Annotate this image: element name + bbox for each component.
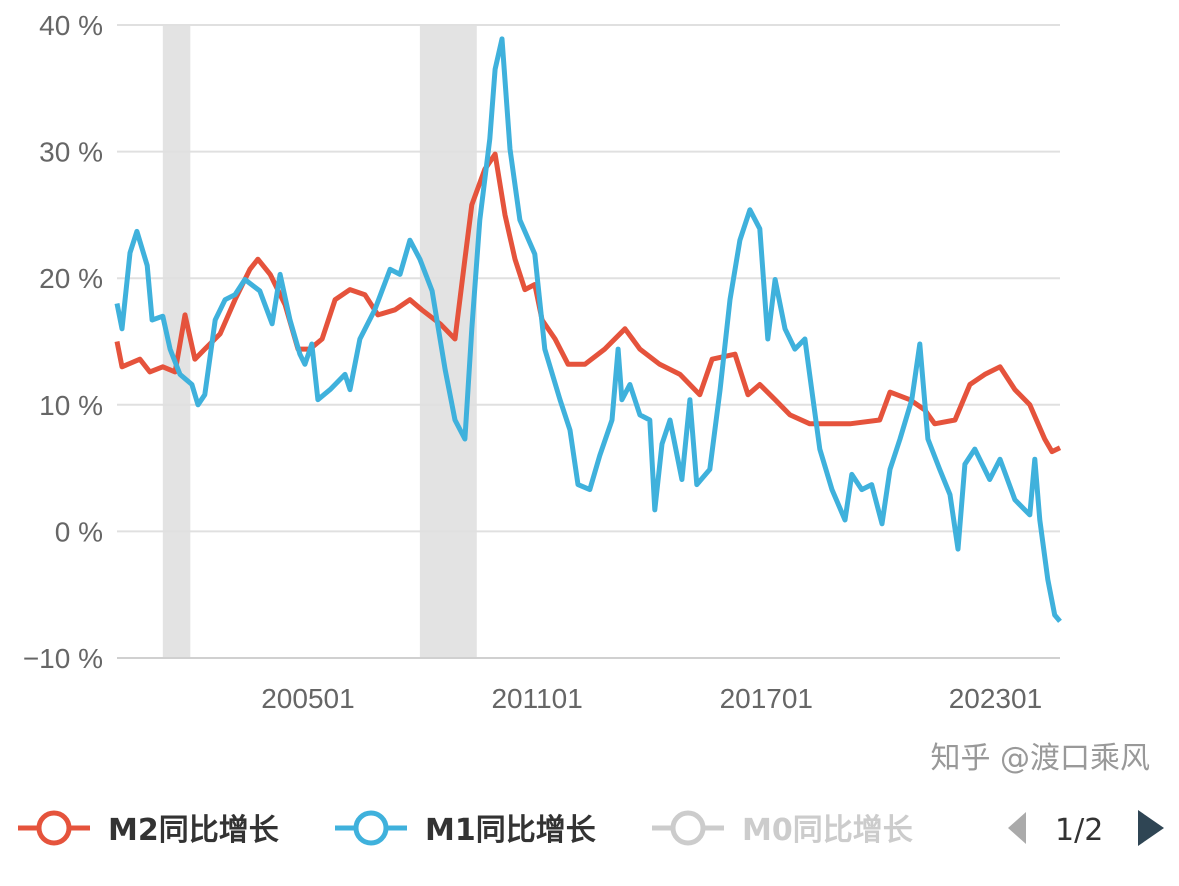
- y-tick-label: 10 %: [39, 390, 103, 421]
- y-tick-label: 20 %: [39, 263, 103, 294]
- x-tick-label: 201101: [491, 683, 582, 714]
- legend: M2同比增长 M1同比增长 M0同比增长: [18, 810, 913, 848]
- x-tick-label: 201701: [720, 683, 813, 714]
- legend-label: M0同比增长: [742, 813, 913, 848]
- legend-item[interactable]: M1同比增长: [335, 810, 596, 848]
- y-axis-ticks: −10 % 0 % 10 % 20 % 30 % 40 %: [23, 10, 103, 674]
- legend-item[interactable]: M2同比增长: [18, 810, 279, 848]
- legend-item[interactable]: M0同比增长: [652, 810, 913, 848]
- x-tick-label: 202301: [949, 683, 1042, 714]
- prev-page-arrow-icon[interactable]: [1008, 812, 1026, 844]
- y-tick-label: 0 %: [55, 516, 103, 547]
- x-axis-ticks: 200501 201101 201701 202301: [261, 683, 1042, 714]
- legend-circle-icon: [670, 810, 706, 846]
- legend-label: M2同比增长: [108, 813, 279, 848]
- pagination: 1/2: [1008, 810, 1164, 848]
- watermark: 知乎 @渡口乘风: [930, 741, 1150, 776]
- series-line-M2同比增长: [114, 151, 1062, 455]
- y-tick-label: 30 %: [39, 137, 103, 168]
- series-line-M1同比增长: [114, 36, 1062, 623]
- x-tick-label: 200501: [261, 683, 354, 714]
- y-tick-label: 40 %: [39, 10, 103, 41]
- series-lines: [114, 36, 1062, 623]
- recession-band: [419, 25, 477, 658]
- legend-circle-icon: [353, 810, 389, 846]
- legend-label: M1同比增长: [425, 813, 596, 848]
- grid-lines: [117, 24, 1060, 659]
- page-indicator: 1/2: [1055, 813, 1103, 848]
- next-page-arrow-icon[interactable]: [1138, 810, 1164, 846]
- y-tick-label: −10 %: [23, 643, 103, 674]
- legend-circle-icon: [36, 810, 72, 846]
- recession-shading: [162, 25, 477, 658]
